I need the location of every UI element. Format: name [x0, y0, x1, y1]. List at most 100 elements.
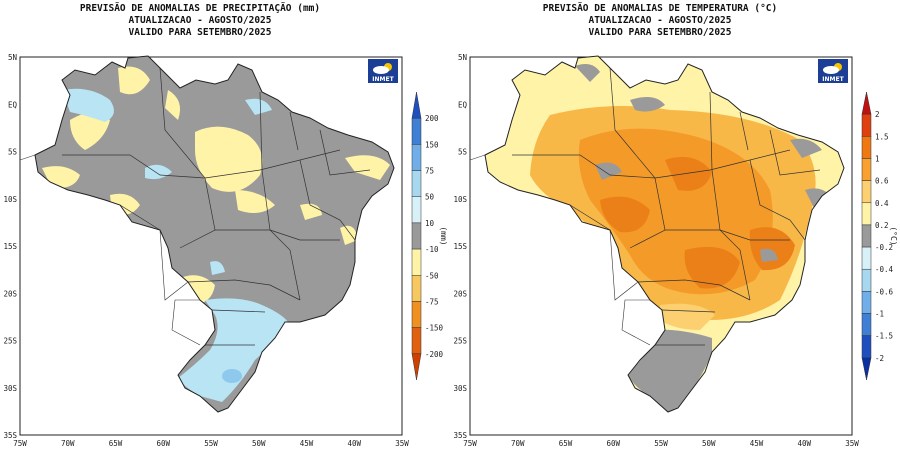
colorbar-label: -2 — [875, 354, 884, 363]
latitude-tick-label: EQ — [458, 100, 468, 109]
positive-anomaly-region — [62, 88, 114, 122]
colorbar-label: 0.6 — [875, 177, 889, 186]
colorbar-label: -0.6 — [875, 287, 894, 296]
latitude-tick-label: 10S — [3, 195, 17, 204]
colorbar: 2 1.5 1 0.6 0.4 0.2 -0.2 -0.4 -0.6 -1 -1.5 -2 (°C) — [861, 91, 898, 381]
colorbar-label: 0.4 — [875, 199, 889, 208]
longitude-tick-label: 40W — [797, 439, 811, 448]
state-border-line — [749, 159, 806, 241]
latitude-tick-label: 20S — [453, 289, 467, 298]
colorbar-segment — [861, 268, 872, 292]
state-border-line — [204, 149, 341, 179]
colorbar-segment — [861, 113, 872, 137]
inmet-logo: INMET — [818, 59, 848, 83]
neutral-anomaly-area — [35, 56, 394, 412]
inmet-logo: INMET — [368, 59, 398, 83]
temperature-panel: PREVISÃO DE ANOMALIAS DE TEMPERATURA (°C… — [450, 0, 900, 462]
latitude-tick-label: 25S — [3, 337, 17, 346]
longitude-tick-label: 45W — [750, 439, 764, 448]
positive-anomaly-region — [245, 98, 272, 115]
colorbar-segment — [411, 248, 422, 276]
temp-update-line: ATUALIZACAO - AGOSTO/2025 — [588, 15, 732, 26]
colorbar-bottom-arrow — [411, 353, 422, 381]
colorbar-top-arrow — [861, 91, 872, 115]
longitude-tick-label: 65W — [109, 439, 123, 448]
logo-text: INMET — [372, 76, 394, 83]
latitude-tick-label: 10S — [453, 195, 467, 204]
state-border-line — [299, 159, 356, 241]
latitude-tick-label: 5S — [8, 148, 18, 157]
anomaly-blobs — [530, 64, 830, 412]
latitude-tick-label: 15S — [453, 242, 467, 251]
longitude-tick-label: 50W — [702, 439, 716, 448]
state-border-line — [739, 111, 749, 151]
longitude-tick-label: 60W — [606, 439, 620, 448]
colorbar: 200 150 75 50 10 -10 -50 -75 -150 -200 (mm) — [411, 91, 448, 381]
colorbar-label: 0.2 — [875, 221, 889, 230]
colorbar-label: -10 — [425, 245, 439, 254]
longitude-tick-label: 60W — [156, 439, 170, 448]
colorbar-segment — [861, 313, 872, 336]
longitude-axis: 75W 70W 65W 60W 55W 50W 45W 40W 35W — [463, 439, 859, 448]
colorbar-label: -0.2 — [875, 243, 893, 252]
state-border-line — [665, 229, 751, 301]
colorbar-label: 50 — [425, 193, 435, 202]
state-borders — [62, 67, 371, 346]
colorbar-label: -50 — [425, 271, 439, 280]
positive-anomaly-region — [178, 298, 290, 402]
state-borders — [512, 67, 821, 346]
latitude-axis: 5N EQ 5S 10S 15S 20S 25S 30S 35S — [3, 53, 17, 440]
positive-anomaly-region — [210, 261, 225, 275]
negative-anomaly-region — [235, 190, 275, 214]
longitude-tick-label: 70W — [511, 439, 525, 448]
colorbar-segment — [861, 246, 872, 270]
cloud-icon — [373, 66, 389, 74]
warm-anomaly-region — [600, 196, 650, 233]
state-border-line — [569, 204, 611, 231]
state-border-line — [119, 204, 161, 231]
colorbar-segment — [861, 224, 872, 248]
cloud-icon — [823, 66, 839, 74]
warm-anomaly-region — [684, 246, 740, 289]
latitude-tick-label: 20S — [3, 289, 17, 298]
longitude-tick-label: 50W — [252, 439, 266, 448]
negative-anomaly-region — [345, 155, 390, 180]
longitude-axis: 75W 70W 65W 60W 55W 50W 45W 40W 35W — [13, 439, 409, 448]
latitude-tick-label: 5S — [458, 148, 468, 157]
colorbar-label: 1.5 — [875, 132, 889, 141]
colorbar-label: -1 — [875, 310, 884, 319]
colorbar-label: 200 — [425, 114, 439, 123]
latitude-tick-label: 5N — [8, 53, 17, 62]
colorbar-segment — [411, 327, 422, 355]
neutral-anomaly-region — [630, 96, 665, 112]
colorbar-unit-label: (mm) — [439, 226, 448, 245]
state-border-line — [269, 229, 340, 241]
temp-title: PREVISÃO DE ANOMALIAS DE TEMPERATURA (°C… — [542, 3, 778, 14]
colorbar-label: -200 — [425, 350, 444, 359]
colorbar-segment — [861, 136, 872, 159]
colorbar-segment — [861, 335, 872, 359]
longitude-tick-label: 45W — [300, 439, 314, 448]
neutral-anomaly-region — [805, 188, 830, 210]
colorbar-label: 1 — [875, 154, 880, 163]
neutral-anomaly-region — [595, 162, 622, 180]
negative-anomaly-region — [70, 112, 110, 150]
colorbar-segment — [411, 144, 422, 171]
neutral-anomaly-region — [760, 248, 778, 262]
colorbar-label: 75 — [425, 167, 434, 176]
state-border-line — [259, 91, 271, 231]
state-border-line — [187, 279, 301, 301]
negative-anomaly-region — [195, 126, 263, 192]
colorbar-segment — [411, 301, 422, 328]
negative-anomaly-region — [165, 90, 181, 120]
longitude-tick-label: 35W — [395, 439, 409, 448]
longitude-tick-label: 75W — [13, 439, 27, 448]
colorbar-segment — [411, 170, 422, 197]
warm-anomaly-region — [749, 227, 795, 271]
neighbor-borders — [469, 154, 651, 346]
latitude-tick-label: 25S — [453, 337, 467, 346]
latitude-tick-label: 30S — [3, 384, 17, 393]
colorbar-segment — [861, 180, 872, 204]
state-border-line — [512, 154, 656, 179]
